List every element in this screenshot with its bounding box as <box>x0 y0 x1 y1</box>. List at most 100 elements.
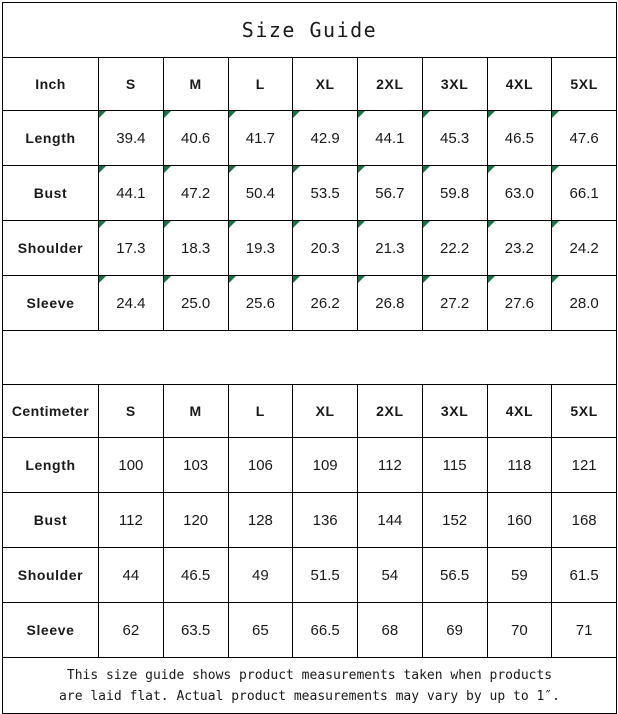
measurement-value: 44 <box>98 547 164 603</box>
measurement-value: 42.9 <box>292 110 358 166</box>
measurement-value: 49 <box>227 547 294 603</box>
size-header-4xl: 4XL <box>486 384 553 438</box>
measurement-value: 53.5 <box>292 165 358 221</box>
measurement-label-sleeve: Sleeve <box>2 602 99 658</box>
measurement-value: 54 <box>357 547 423 603</box>
size-header-5xl: 5XL <box>551 57 618 111</box>
size-header-xl: XL <box>292 57 358 111</box>
footer-note-line1: This size guide shows product measuremen… <box>66 667 553 683</box>
measurement-value: 69 <box>421 602 488 658</box>
size-header-s: S <box>98 57 164 111</box>
measurement-value: 47.6 <box>551 110 618 166</box>
measurement-row: Shoulder 44 46.5 49 51.5 54 56.5 59 61.5 <box>2 547 618 603</box>
measurement-value: 46.5 <box>162 547 229 603</box>
measurement-value: 18.3 <box>162 220 229 276</box>
size-header-5xl: 5XL <box>551 384 618 438</box>
measurement-value: 63.0 <box>486 165 553 221</box>
size-header-m: M <box>162 57 229 111</box>
measurement-value: 45.3 <box>421 110 488 166</box>
size-header-3xl: 3XL <box>421 384 488 438</box>
measurement-value: 24.2 <box>551 220 618 276</box>
title-row: Size Guide <box>1 2 618 58</box>
measurement-value: 103 <box>162 437 229 493</box>
measurement-value: 17.3 <box>98 220 164 276</box>
size-header-2xl: 2XL <box>357 384 423 438</box>
measurement-value: 40.6 <box>162 110 229 166</box>
measurement-value: 68 <box>357 602 423 658</box>
size-header-m: M <box>162 384 229 438</box>
measurement-value: 25.6 <box>227 275 294 331</box>
measurement-label-length: Length <box>2 110 99 166</box>
measurement-value: 56.7 <box>357 165 423 221</box>
measurement-value: 39.4 <box>98 110 164 166</box>
measurement-label-shoulder: Shoulder <box>2 220 99 276</box>
measurement-value: 44.1 <box>357 110 423 166</box>
measurement-value: 66.5 <box>292 602 358 658</box>
measurement-value: 59.8 <box>421 165 488 221</box>
measurement-value: 66.1 <box>551 165 618 221</box>
measurement-row: Bust 44.1 47.2 50.4 53.5 56.7 59.8 63.0 66.1 <box>2 165 618 221</box>
measurement-label-shoulder: Shoulder <box>2 547 99 603</box>
size-header-l: L <box>227 384 294 438</box>
measurement-row: Shoulder 17.3 18.3 19.3 20.3 21.3 22.2 23.2 24.2 <box>2 220 618 276</box>
measurement-value: 27.2 <box>421 275 488 331</box>
measurement-value: 71 <box>551 602 618 658</box>
unit-header-inch: Inch <box>2 57 99 111</box>
measurement-value: 26.2 <box>292 275 358 331</box>
unit-header-centimeter: Centimeter <box>2 384 99 438</box>
footer-note-row: This size guide shows product measuremen… <box>1 657 618 714</box>
measurement-value: 160 <box>486 492 553 548</box>
measurement-value: 112 <box>357 437 423 493</box>
measurement-value: 41.7 <box>227 110 294 166</box>
measurement-value: 128 <box>227 492 294 548</box>
measurement-value: 21.3 <box>357 220 423 276</box>
measurement-value: 121 <box>551 437 618 493</box>
measurement-value: 61.5 <box>551 547 618 603</box>
measurement-value: 63.5 <box>162 602 229 658</box>
measurement-row: Length 39.4 40.6 41.7 42.9 44.1 45.3 46.5 47.6 <box>2 110 618 166</box>
measurement-value: 56.5 <box>421 547 488 603</box>
header-row-inch: Inch S M L XL 2XL 3XL 4XL 5XL <box>2 57 618 111</box>
measurement-value: 22.2 <box>421 220 488 276</box>
footer-note: This size guide shows product measuremen… <box>1 657 618 714</box>
size-header-l: L <box>227 57 294 111</box>
size-header-xl: XL <box>292 384 358 438</box>
page-title: Size Guide <box>1 2 618 58</box>
measurement-value: 44.1 <box>98 165 164 221</box>
header-row-centimeter: Centimeter S M L XL 2XL 3XL 4XL 5XL <box>2 384 618 438</box>
measurement-value: 118 <box>486 437 553 493</box>
measurement-label-length: Length <box>2 437 99 493</box>
measurement-label-bust: Bust <box>2 165 99 221</box>
measurement-label-sleeve: Sleeve <box>2 275 99 331</box>
measurement-label-bust: Bust <box>2 492 99 548</box>
measurement-row: Sleeve 24.4 25.0 25.6 26.2 26.8 27.2 27.6 28.0 <box>2 275 618 331</box>
measurement-value: 24.4 <box>98 275 164 331</box>
measurement-value: 112 <box>98 492 164 548</box>
measurement-value: 62 <box>98 602 164 658</box>
measurement-row: Sleeve 62 63.5 65 66.5 68 69 70 71 <box>2 602 618 658</box>
size-header-s: S <box>98 384 164 438</box>
measurement-value: 50.4 <box>227 165 294 221</box>
measurement-value: 115 <box>421 437 488 493</box>
measurement-value: 70 <box>486 602 553 658</box>
measurement-value: 26.8 <box>357 275 423 331</box>
size-header-2xl: 2XL <box>357 57 423 111</box>
measurement-row: Bust 112 120 128 136 144 152 160 168 <box>2 492 618 548</box>
measurement-value: 25.0 <box>162 275 229 331</box>
measurement-value: 144 <box>357 492 423 548</box>
measurement-value: 51.5 <box>292 547 358 603</box>
table-spacer-row <box>1 330 618 385</box>
footer-note-line2: are laid flat. Actual product measuremen… <box>59 688 560 704</box>
measurement-value: 46.5 <box>486 110 553 166</box>
measurement-value: 106 <box>227 437 294 493</box>
measurement-value: 28.0 <box>551 275 618 331</box>
table-spacer <box>1 330 618 385</box>
measurement-value: 152 <box>421 492 488 548</box>
measurement-value: 19.3 <box>227 220 294 276</box>
measurement-row: Length 100 103 106 109 112 115 118 121 <box>2 437 618 493</box>
measurement-value: 168 <box>551 492 618 548</box>
measurement-value: 65 <box>227 602 294 658</box>
measurement-value: 47.2 <box>162 165 229 221</box>
